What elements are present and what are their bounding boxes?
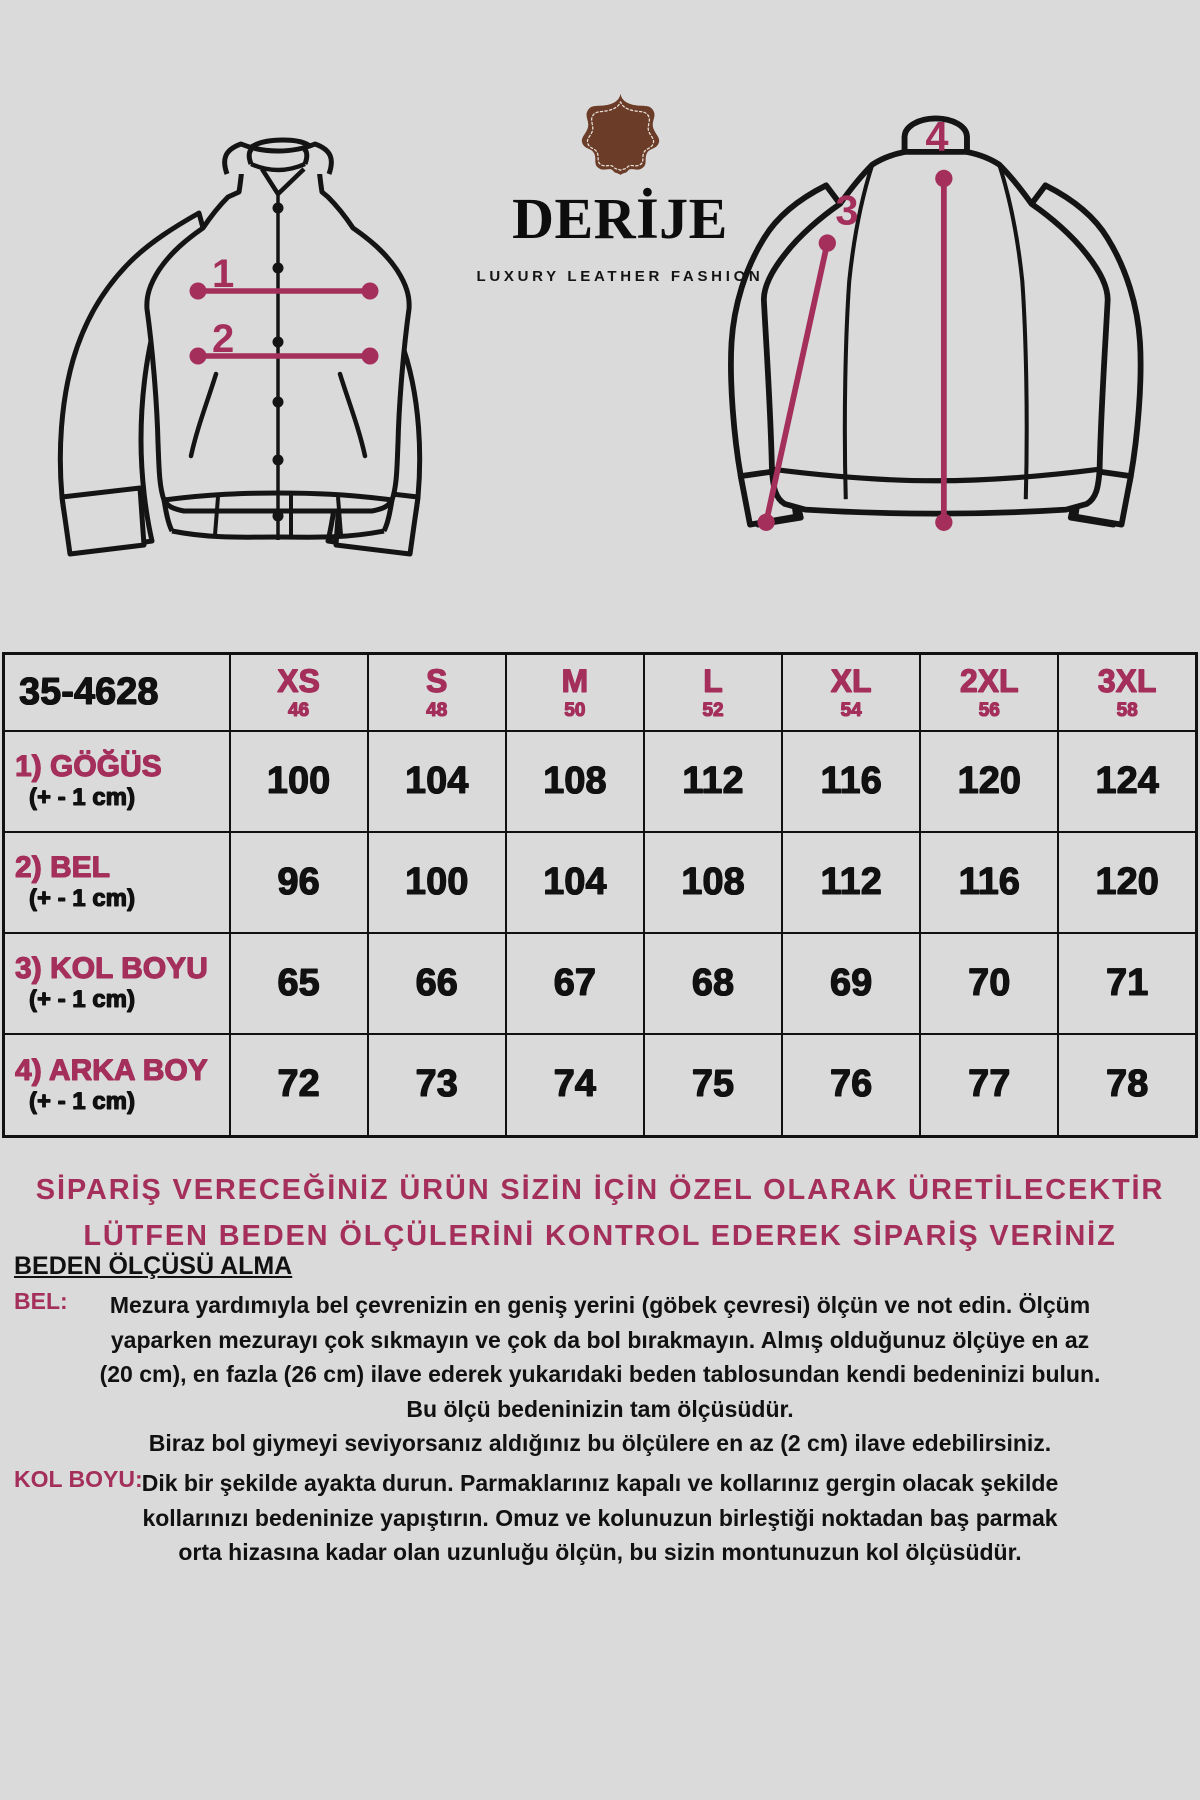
svg-text:4: 4 xyxy=(925,113,948,160)
svg-text:1: 1 xyxy=(212,252,234,296)
svg-text:3: 3 xyxy=(835,187,858,234)
svg-text:2: 2 xyxy=(212,317,234,361)
